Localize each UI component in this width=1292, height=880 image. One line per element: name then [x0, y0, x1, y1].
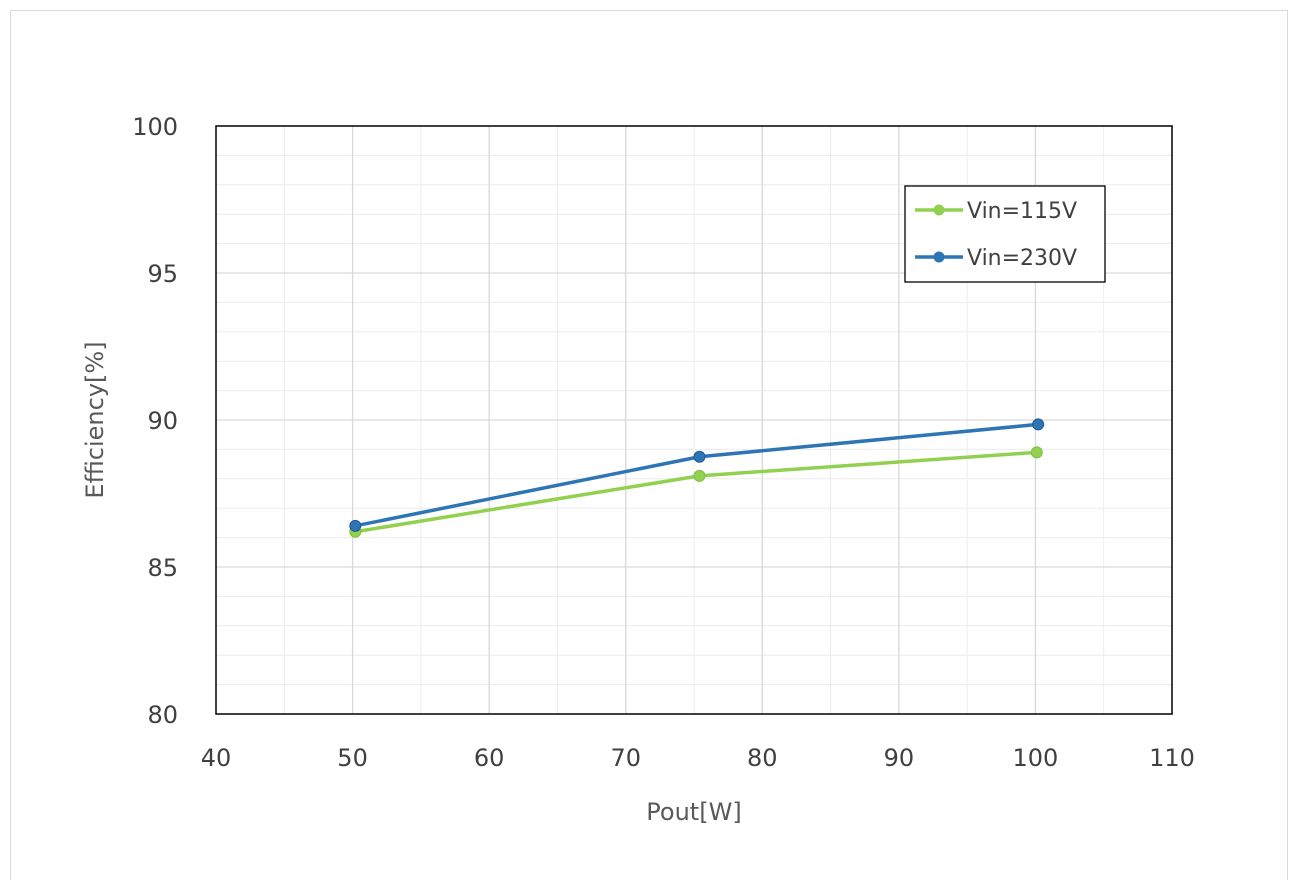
x-tick-label: 100: [1013, 744, 1059, 772]
series-line-1: [355, 450, 1037, 534]
data-series: [349, 418, 1045, 538]
legend-swatch-marker: [933, 251, 945, 263]
data-point-series-2: [693, 450, 706, 463]
data-point-series-2: [1032, 418, 1045, 431]
x-tick-label: 60: [474, 744, 505, 772]
data-point-series-2: [349, 519, 362, 532]
y-tick-label: 90: [147, 407, 178, 435]
y-tick-label: 100: [132, 113, 178, 141]
x-tick-label: 40: [201, 744, 232, 772]
x-tick-label: 110: [1149, 744, 1195, 772]
data-point-series-1: [1030, 446, 1043, 459]
legend-label: Vin=230V: [967, 246, 1077, 271]
x-tick-label: 90: [884, 744, 915, 772]
y-tick-label: 95: [147, 260, 178, 288]
legend-box: [904, 185, 1106, 283]
x-axis-title: Pout[W]: [646, 798, 741, 826]
y-axis-title: Efficiency[%]: [81, 341, 109, 498]
legend-swatch-marker: [933, 204, 945, 216]
y-tick-label: 80: [147, 701, 178, 729]
legend: Vin=115V Vin=230V: [904, 185, 1106, 283]
x-axis-tick-labels: 40 50 60 70 80 90 100 110: [201, 744, 1195, 772]
x-tick-label: 50: [337, 744, 368, 772]
x-tick-label: 80: [747, 744, 778, 772]
data-point-series-1: [693, 469, 706, 482]
y-tick-label: 85: [147, 554, 178, 582]
legend-label: Vin=115V: [967, 199, 1077, 224]
plot-area-border: [215, 125, 1173, 715]
y-axis-tick-labels: 80 85 90 95 100: [132, 113, 178, 729]
x-tick-label: 70: [610, 744, 641, 772]
